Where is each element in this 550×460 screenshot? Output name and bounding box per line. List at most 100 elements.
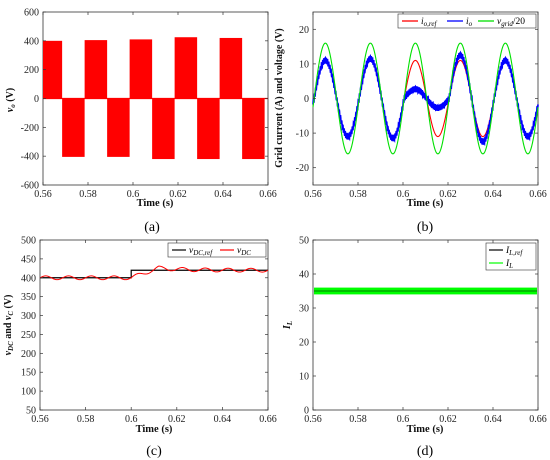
y-tick-label: 200: [21, 349, 36, 360]
x-tick-label: 0.56: [31, 414, 49, 425]
panel-c-series: [39, 265, 269, 281]
y-tick-label: 40: [299, 270, 309, 281]
panel-b-x-ticks: 0.56 0.58 0.6 0.62 0.64 0.66: [304, 12, 547, 200]
panel-b-y-label: Grid current (A) and voltage (V): [274, 28, 285, 168]
voltage-block: [174, 37, 198, 99]
series-line-vdc: [39, 265, 269, 281]
y-tick-label: 0: [304, 406, 309, 417]
panel-c-legend-label-vdc: vDC: [237, 246, 251, 257]
y-tick-label: -20: [296, 163, 309, 174]
panel-c-x-label: Time (s): [136, 424, 173, 435]
panel-a-y-ticks: 600 400 200 0 -200 -400 -600: [21, 8, 268, 192]
voltage-block: [242, 98, 265, 160]
x-tick-label: 0.6: [127, 189, 140, 200]
voltage-block: [62, 98, 85, 157]
x-tick-label: 0.62: [439, 189, 457, 200]
x-tick-label: 0.58: [349, 189, 367, 200]
y-tick-label: 400: [24, 36, 39, 47]
panel-a-tag: (a): [144, 220, 160, 235]
y-tick-label: 100: [21, 387, 36, 398]
panel-d-tag: (d): [417, 444, 434, 459]
y-tick-label: 20: [299, 25, 309, 36]
panel-a-x-ticks: 0.56 0.58 0.6 0.62 0.64 0.66: [34, 12, 277, 200]
voltage-block: [43, 40, 63, 99]
x-tick-label: 0.58: [77, 414, 95, 425]
voltage-block: [84, 40, 108, 99]
voltage-block: [197, 98, 220, 160]
panel-a-series: [43, 37, 268, 160]
panel-a-x-label: Time (s): [137, 198, 174, 209]
panel-b-tag: (b): [417, 220, 434, 235]
voltage-block: [152, 98, 175, 160]
y-tick-label: 600: [24, 8, 39, 19]
x-tick-label: 0.64: [214, 414, 232, 425]
voltage-block: [219, 37, 243, 99]
panel-d-legend-label-ilref: IL,ref: [505, 246, 523, 257]
x-tick-label: 0.6: [397, 189, 410, 200]
y-tick-label: 0: [304, 94, 309, 105]
x-tick-label: 0.56: [304, 189, 322, 200]
panel-c-plot-frame: [39, 239, 269, 411]
x-tick-label: 0.58: [349, 414, 367, 425]
series-line-vdcref: [40, 269, 268, 279]
y-tick-label: 450: [21, 254, 36, 265]
panel-d-x-ticks: 0.56 0.58 0.6 0.62 0.64 0.66: [304, 240, 547, 425]
y-tick-label: 10: [299, 372, 309, 383]
voltage-block: [129, 39, 153, 99]
y-tick-label: 50: [299, 236, 309, 247]
series-line-vgrid: [312, 42, 539, 155]
y-tick-label: 200: [24, 65, 39, 76]
panel-b-legend-label-vgrid: vgrid/20: [497, 17, 525, 28]
panel-a-y-label: vo (V): [5, 88, 17, 112]
panel-b-x-label: Time (s): [407, 198, 444, 209]
panel-b-y-ticks: 20 10 0 -10 -20: [296, 25, 538, 174]
y-tick-label: -600: [21, 181, 39, 192]
x-tick-label: 0.56: [34, 189, 52, 200]
panel-d-legend-label-il: IL: [505, 259, 513, 270]
panel-d-x-label: Time (s): [407, 424, 444, 435]
x-tick-label: 0.62: [439, 414, 457, 425]
series-line-io: [312, 50, 539, 147]
panel-d-y-label: IL: [282, 321, 294, 330]
panel-d-plot-frame: [312, 239, 539, 411]
y-tick-label: -10: [296, 129, 309, 140]
panel-b-legend: io,ref io vgrid/20: [397, 13, 537, 29]
voltage-block: [107, 98, 130, 157]
panel-b-legend-box: [397, 13, 537, 29]
panel-d-series: [314, 287, 537, 295]
panel-a-voltage-output: 0.56 0.58 0.6 0.62 0.64 0.66 600 400 200 0 -200 -4…: [5, 8, 277, 236]
x-tick-label: 0.56: [304, 414, 322, 425]
y-tick-label: 50: [26, 406, 36, 417]
panel-b-series: [312, 42, 539, 155]
panel-c-y-label: vDC and vC (V): [3, 295, 15, 356]
y-tick-label: 500: [21, 236, 36, 247]
panel-c-dc-voltage: 0.56 0.58 0.6 0.62 0.64 0.66 500 450 400 350 300 2…: [3, 236, 277, 460]
y-tick-label: 400: [21, 273, 36, 284]
panel-b-legend-label-ioref: io,ref: [421, 17, 437, 28]
panel-c-legend-label-vdcref: vDC,ref: [189, 246, 213, 257]
panel-d-legend-box: [485, 242, 537, 271]
panel-d-inductor-current: 0.56 0.58 0.6 0.62 0.64 0.66 50 40 30 20 10 0 Time…: [282, 236, 547, 460]
y-tick-label: 20: [299, 338, 309, 349]
y-tick-label: 10: [299, 59, 309, 70]
y-tick-label: 0: [34, 94, 39, 105]
panel-b-grid-current: 0.56 0.58 0.6 0.62 0.64 0.66 20 10 0 -10 -20 Time…: [274, 11, 547, 235]
y-tick-label: 30: [299, 304, 309, 315]
y-tick-label: 250: [21, 330, 36, 341]
y-tick-label: -400: [21, 152, 39, 163]
x-tick-label: 0.64: [484, 189, 502, 200]
x-tick-label: 0.64: [484, 414, 502, 425]
y-tick-label: 300: [21, 311, 36, 322]
y-tick-label: 150: [21, 368, 36, 379]
panel-c-x-ticks: 0.56 0.58 0.6 0.62 0.64 0.66: [31, 240, 277, 425]
panel-b-legend-label-io: io: [466, 17, 473, 28]
panel-c-legend-box: [167, 242, 267, 258]
x-tick-label: 0.6: [125, 414, 138, 425]
x-tick-label: 0.66: [259, 414, 277, 425]
x-tick-label: 0.66: [259, 189, 277, 200]
panel-d-legend: IL,ref IL: [485, 242, 537, 271]
panel-d-y-ticks: 50 40 30 20 10 0: [299, 236, 538, 417]
x-tick-label: 0.58: [79, 189, 97, 200]
panel-c-y-ticks: 500 450 400 350 300 250 200 150 100 50: [21, 236, 268, 417]
